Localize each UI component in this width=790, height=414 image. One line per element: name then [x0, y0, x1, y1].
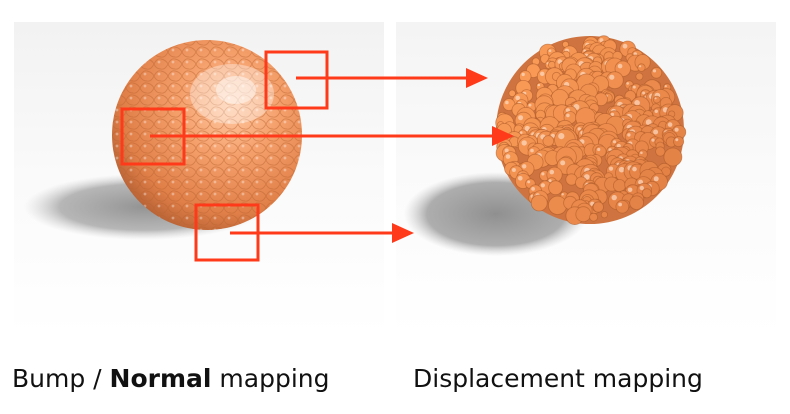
bump-highlight: [617, 63, 623, 69]
caption-prefix: Bump /: [12, 364, 110, 393]
bump: [547, 60, 556, 69]
bump-highlight: [639, 65, 642, 68]
bump-highlight: [548, 49, 552, 52]
bump-highlight: [515, 95, 520, 101]
bump: [600, 211, 608, 219]
bump-highlight: [627, 187, 633, 193]
bump-highlight: [527, 180, 531, 184]
bump-highlight: [622, 43, 628, 49]
bump-highlight: [653, 176, 659, 182]
bump-highlight: [521, 140, 527, 146]
bump-normal-mapping-caption: Bump / Normal mapping: [12, 362, 330, 396]
bump: [641, 188, 652, 199]
displacement-mapping-panel: [396, 22, 776, 336]
bump-highlight: [504, 148, 509, 153]
bump: [652, 95, 661, 104]
bump: [508, 89, 516, 97]
bump-highlight: [610, 112, 615, 117]
bump-highlight: [632, 85, 636, 89]
bump-highlight: [652, 69, 657, 73]
bump-highlight: [618, 202, 622, 207]
bump-highlight: [548, 179, 552, 183]
caption-suffix: mapping: [211, 364, 330, 393]
bump-highlight: [654, 109, 658, 114]
bump-highlight: [634, 100, 640, 106]
bump-highlight: [640, 151, 643, 155]
bump-highlight: [521, 72, 525, 77]
bump: [673, 136, 685, 148]
bump-highlight: [639, 185, 644, 191]
bump: [637, 63, 646, 72]
bump: [592, 201, 604, 213]
bump-highlight: [597, 147, 601, 152]
bump-highlight: [653, 129, 659, 135]
bump-highlight: [618, 166, 625, 173]
bump: [589, 212, 599, 222]
bump: [635, 72, 644, 81]
bump: [612, 179, 626, 193]
bump-highlight: [561, 193, 564, 196]
bump-highlight: [530, 148, 534, 153]
bump-highlight: [528, 103, 532, 107]
bump: [655, 146, 666, 157]
bump-highlight: [537, 83, 540, 87]
bump: [530, 194, 548, 212]
bump-highlight: [612, 140, 617, 144]
bump: [575, 206, 592, 223]
bump-mapping-panel: [14, 22, 384, 336]
bump-highlight: [531, 187, 535, 191]
bump-highlight: [626, 82, 629, 85]
bump-highlight: [518, 115, 524, 121]
bump-highlight: [611, 194, 617, 201]
bump-highlight: [599, 38, 604, 43]
bump-highlight: [541, 172, 545, 176]
bump-highlight: [667, 122, 673, 127]
bump-highlight: [558, 133, 565, 140]
bump-highlight: [540, 183, 545, 188]
bump-highlight: [651, 138, 655, 142]
bump-highlight: [608, 166, 614, 171]
bump-highlight: [632, 166, 637, 172]
bump-highlight: [654, 97, 657, 100]
bump-highlight: [511, 168, 516, 172]
bump-highlight: [540, 71, 545, 76]
displacement-bumps: [495, 35, 687, 226]
bump-highlight: [560, 160, 566, 166]
bump-highlight: [519, 131, 523, 134]
bump-highlight: [505, 154, 511, 159]
caption-emphasis: Normal: [109, 364, 212, 393]
bump-highlight: [609, 74, 615, 80]
bump-highlight: [518, 176, 523, 181]
bump: [663, 147, 683, 167]
bump-highlight: [549, 169, 555, 175]
bump-highlight: [522, 164, 527, 169]
bump: [548, 180, 564, 196]
bump-highlight: [675, 138, 679, 142]
bump-highlight: [627, 133, 631, 137]
bump: [629, 195, 644, 211]
bump-highlight: [566, 113, 570, 118]
bump-highlight: [664, 85, 667, 88]
displacement-mapping-caption: Displacement mapping: [413, 364, 703, 393]
bump-highlight: [674, 127, 679, 132]
bump: [615, 199, 630, 214]
bump-mapped-sphere-image: [14, 22, 384, 336]
bump: [650, 66, 663, 79]
bump: [605, 71, 624, 90]
bump-highlight: [577, 127, 581, 131]
bump: [542, 135, 555, 147]
bump-highlight: [642, 91, 646, 95]
bump-highlight: [645, 119, 652, 126]
displacement-mapped-sphere-image: [396, 22, 776, 336]
bump-highlight: [505, 100, 509, 105]
